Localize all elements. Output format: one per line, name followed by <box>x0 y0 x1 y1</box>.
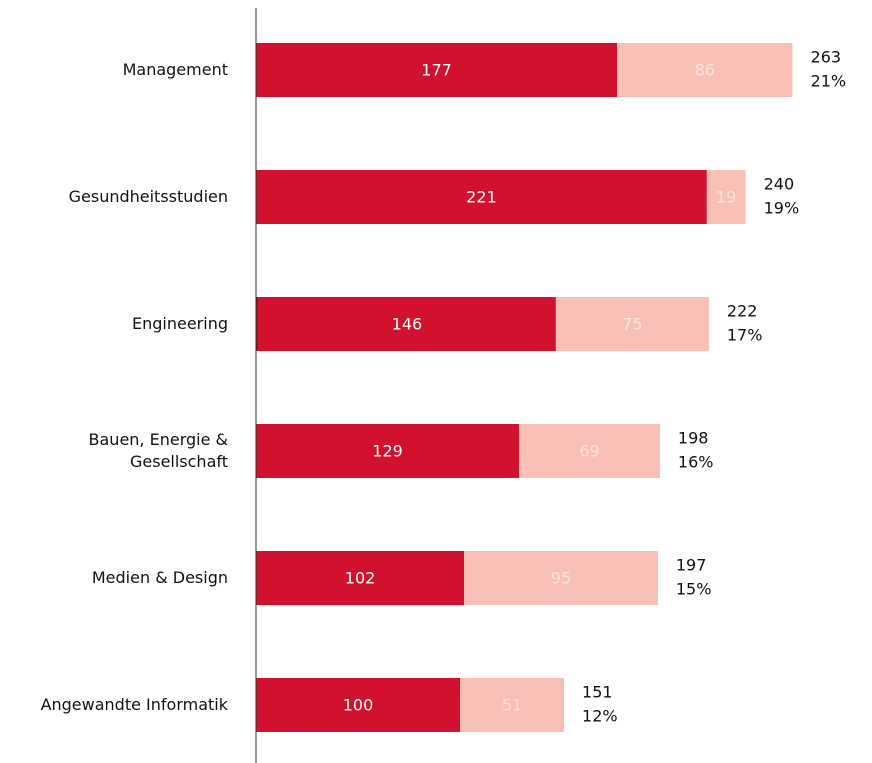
bar-value-label: 146 <box>392 315 423 334</box>
bar-value-label: 19 <box>716 188 736 207</box>
share-label: 19% <box>764 199 800 218</box>
bar-segment <box>460 678 565 732</box>
bar-value-label: 51 <box>502 696 522 715</box>
category-label: Management <box>122 60 228 79</box>
total-label: 222 <box>727 302 758 321</box>
share-label: 15% <box>676 580 712 599</box>
bar-segment <box>706 170 746 224</box>
bar-value-label: 177 <box>421 61 452 80</box>
bar-value-label: 129 <box>372 442 403 461</box>
bar-segment <box>256 678 460 732</box>
category-label: Medien & Design <box>91 568 228 587</box>
bar-value-label: 75 <box>622 315 642 334</box>
total-label: 197 <box>676 556 707 575</box>
bar-value-label: 100 <box>343 696 374 715</box>
share-label: 16% <box>678 453 714 472</box>
bar-segment <box>256 170 707 224</box>
bar-segment <box>256 297 259 351</box>
bar-value-label: 221 <box>466 188 497 207</box>
total-label: 263 <box>811 48 842 67</box>
bar-segment <box>256 551 465 605</box>
total-label: 151 <box>582 683 613 702</box>
bar-value-label: 86 <box>695 61 715 80</box>
bar-value-label: 95 <box>551 569 571 588</box>
share-label: 17% <box>727 326 763 345</box>
bar-segment <box>464 551 658 605</box>
bar-segment <box>256 43 618 97</box>
total-label: 240 <box>764 175 795 194</box>
category-label: Angewandte Informatik <box>40 695 228 714</box>
category-label: Engineering <box>132 314 228 333</box>
bar-segment <box>258 297 556 351</box>
total-label: 198 <box>678 429 709 448</box>
bar-segment <box>555 297 709 351</box>
bar-segment <box>519 424 660 478</box>
bar-segment <box>256 424 520 478</box>
bar-value-label: 102 <box>345 569 376 588</box>
bar-segment <box>617 43 793 97</box>
category-label: Bauen, Energie & Gesellschaft <box>88 430 228 471</box>
category-label: Gesundheitsstudien <box>68 187 228 206</box>
share-label: 12% <box>582 707 618 726</box>
bar-value-label: 69 <box>579 442 599 461</box>
share-label: 21% <box>811 72 847 91</box>
